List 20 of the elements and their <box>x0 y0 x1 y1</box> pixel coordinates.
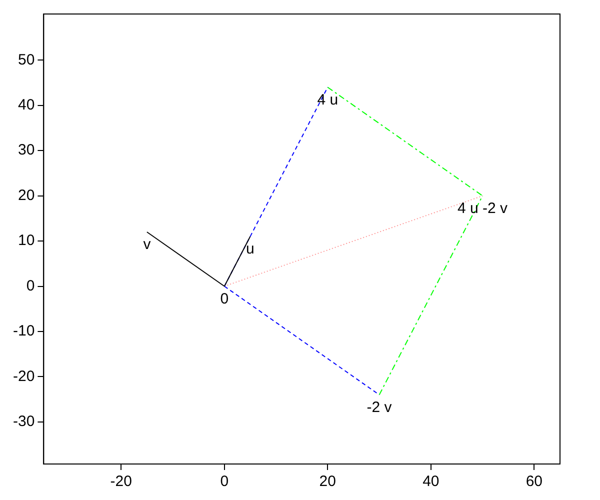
annotation: 4 u -2 v <box>458 200 508 217</box>
annotation: v <box>143 236 152 254</box>
y-tick-label: 30 <box>18 142 35 159</box>
x-tick-label: 60 <box>526 473 543 490</box>
annotation: 4 u <box>317 91 338 108</box>
y-tick-label: 40 <box>18 96 35 114</box>
y-tick-label: 0 <box>26 277 35 294</box>
annotation: u <box>246 240 254 258</box>
x-tick-label: 40 <box>422 473 440 490</box>
x-tick-label: -20 <box>110 473 132 490</box>
y-tick-label: -20 <box>12 368 35 385</box>
y-tick-label: 50 <box>18 51 35 68</box>
x-tick-label: 20 <box>319 473 336 490</box>
x-tick-label: 0 <box>220 473 229 490</box>
annotation: 0 <box>220 290 229 308</box>
y-tick-label: -30 <box>12 413 35 430</box>
y-tick-label: 20 <box>18 186 35 204</box>
y-tick-label: 10 <box>18 232 35 250</box>
y-tick-label: -10 <box>12 322 35 340</box>
annotation: -2 v <box>366 398 392 416</box>
